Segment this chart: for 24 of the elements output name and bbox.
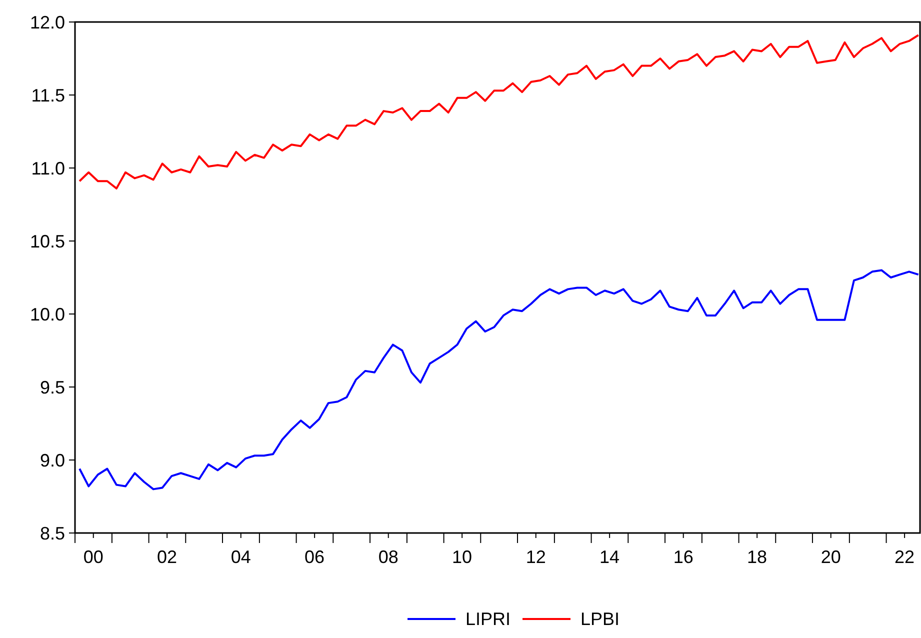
y-tick-label: 10.5: [30, 231, 65, 252]
y-tick-label: 9.5: [40, 377, 65, 398]
y-tick-label: 11.5: [31, 85, 65, 106]
line-series: [78, 269, 920, 490]
line-series: [78, 34, 920, 190]
legend-label: LPBI: [580, 609, 620, 629]
x-tick-label: 10: [452, 547, 472, 567]
y-tick-label: 9.0: [40, 450, 65, 470]
x-tick-label: 18: [747, 547, 768, 567]
y-tick-label: 12.0: [30, 12, 65, 32]
y-tick-label: 10.0: [30, 304, 65, 324]
x-tick-label: 22: [894, 547, 915, 567]
x-tick-label: 20: [820, 547, 841, 567]
x-tick-label: 08: [378, 547, 398, 567]
x-tick-label: 02: [157, 547, 178, 567]
x-tick-label: 04: [230, 547, 251, 567]
y-tick-label: 8.5: [40, 523, 65, 544]
x-tick-label: 14: [600, 547, 620, 567]
legend-label: LIPRI: [466, 609, 511, 629]
x-tick-label: 06: [304, 547, 325, 567]
x-tick-label: 16: [673, 547, 694, 567]
y-tick-label: 11.0: [31, 158, 65, 178]
x-tick-label: 00: [83, 547, 104, 567]
x-tick-label: 12: [526, 547, 546, 567]
